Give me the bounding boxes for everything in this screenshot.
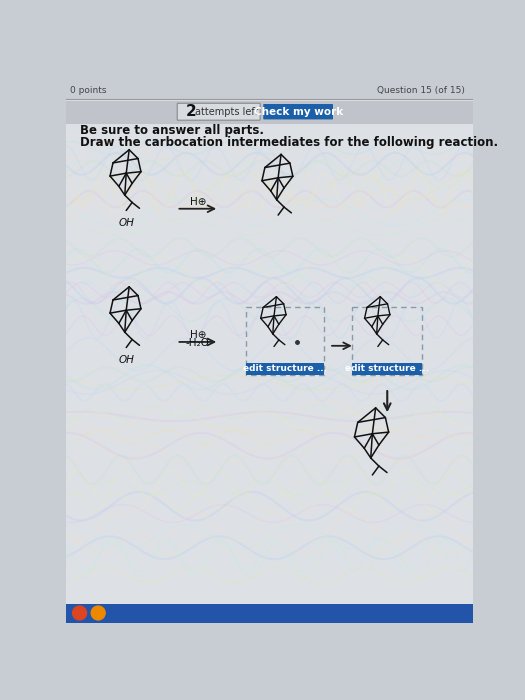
Text: -H₂O: -H₂O [186, 337, 209, 348]
Text: edit structure ...: edit structure ... [345, 365, 429, 373]
Text: H⊕: H⊕ [190, 197, 206, 206]
Text: Draw the carbocation intermediates for the following reaction.: Draw the carbocation intermediates for t… [80, 136, 498, 149]
Text: edit structure ...: edit structure ... [243, 365, 327, 373]
Bar [246, 307, 324, 375]
Text: Check my work: Check my work [254, 106, 343, 117]
Bar [352, 363, 422, 375]
Text: OH: OH [118, 355, 134, 365]
Text: 2: 2 [186, 104, 196, 119]
Text: attempts left: attempts left [195, 106, 258, 117]
Text: 0 points: 0 points [69, 85, 106, 94]
FancyBboxPatch shape [177, 103, 260, 120]
Bar [66, 101, 472, 124]
Bar [352, 307, 422, 375]
Text: Be sure to answer all parts.: Be sure to answer all parts. [80, 124, 264, 136]
Circle shape [72, 606, 87, 620]
Text: H⊕: H⊕ [190, 330, 206, 340]
FancyBboxPatch shape [263, 104, 333, 120]
Bar [246, 363, 324, 375]
Text: Question 15 (of 15): Question 15 (of 15) [377, 85, 465, 94]
Text: OH: OH [118, 218, 134, 228]
Bar [66, 603, 472, 623]
Circle shape [91, 606, 105, 620]
Bar [66, 84, 472, 99]
